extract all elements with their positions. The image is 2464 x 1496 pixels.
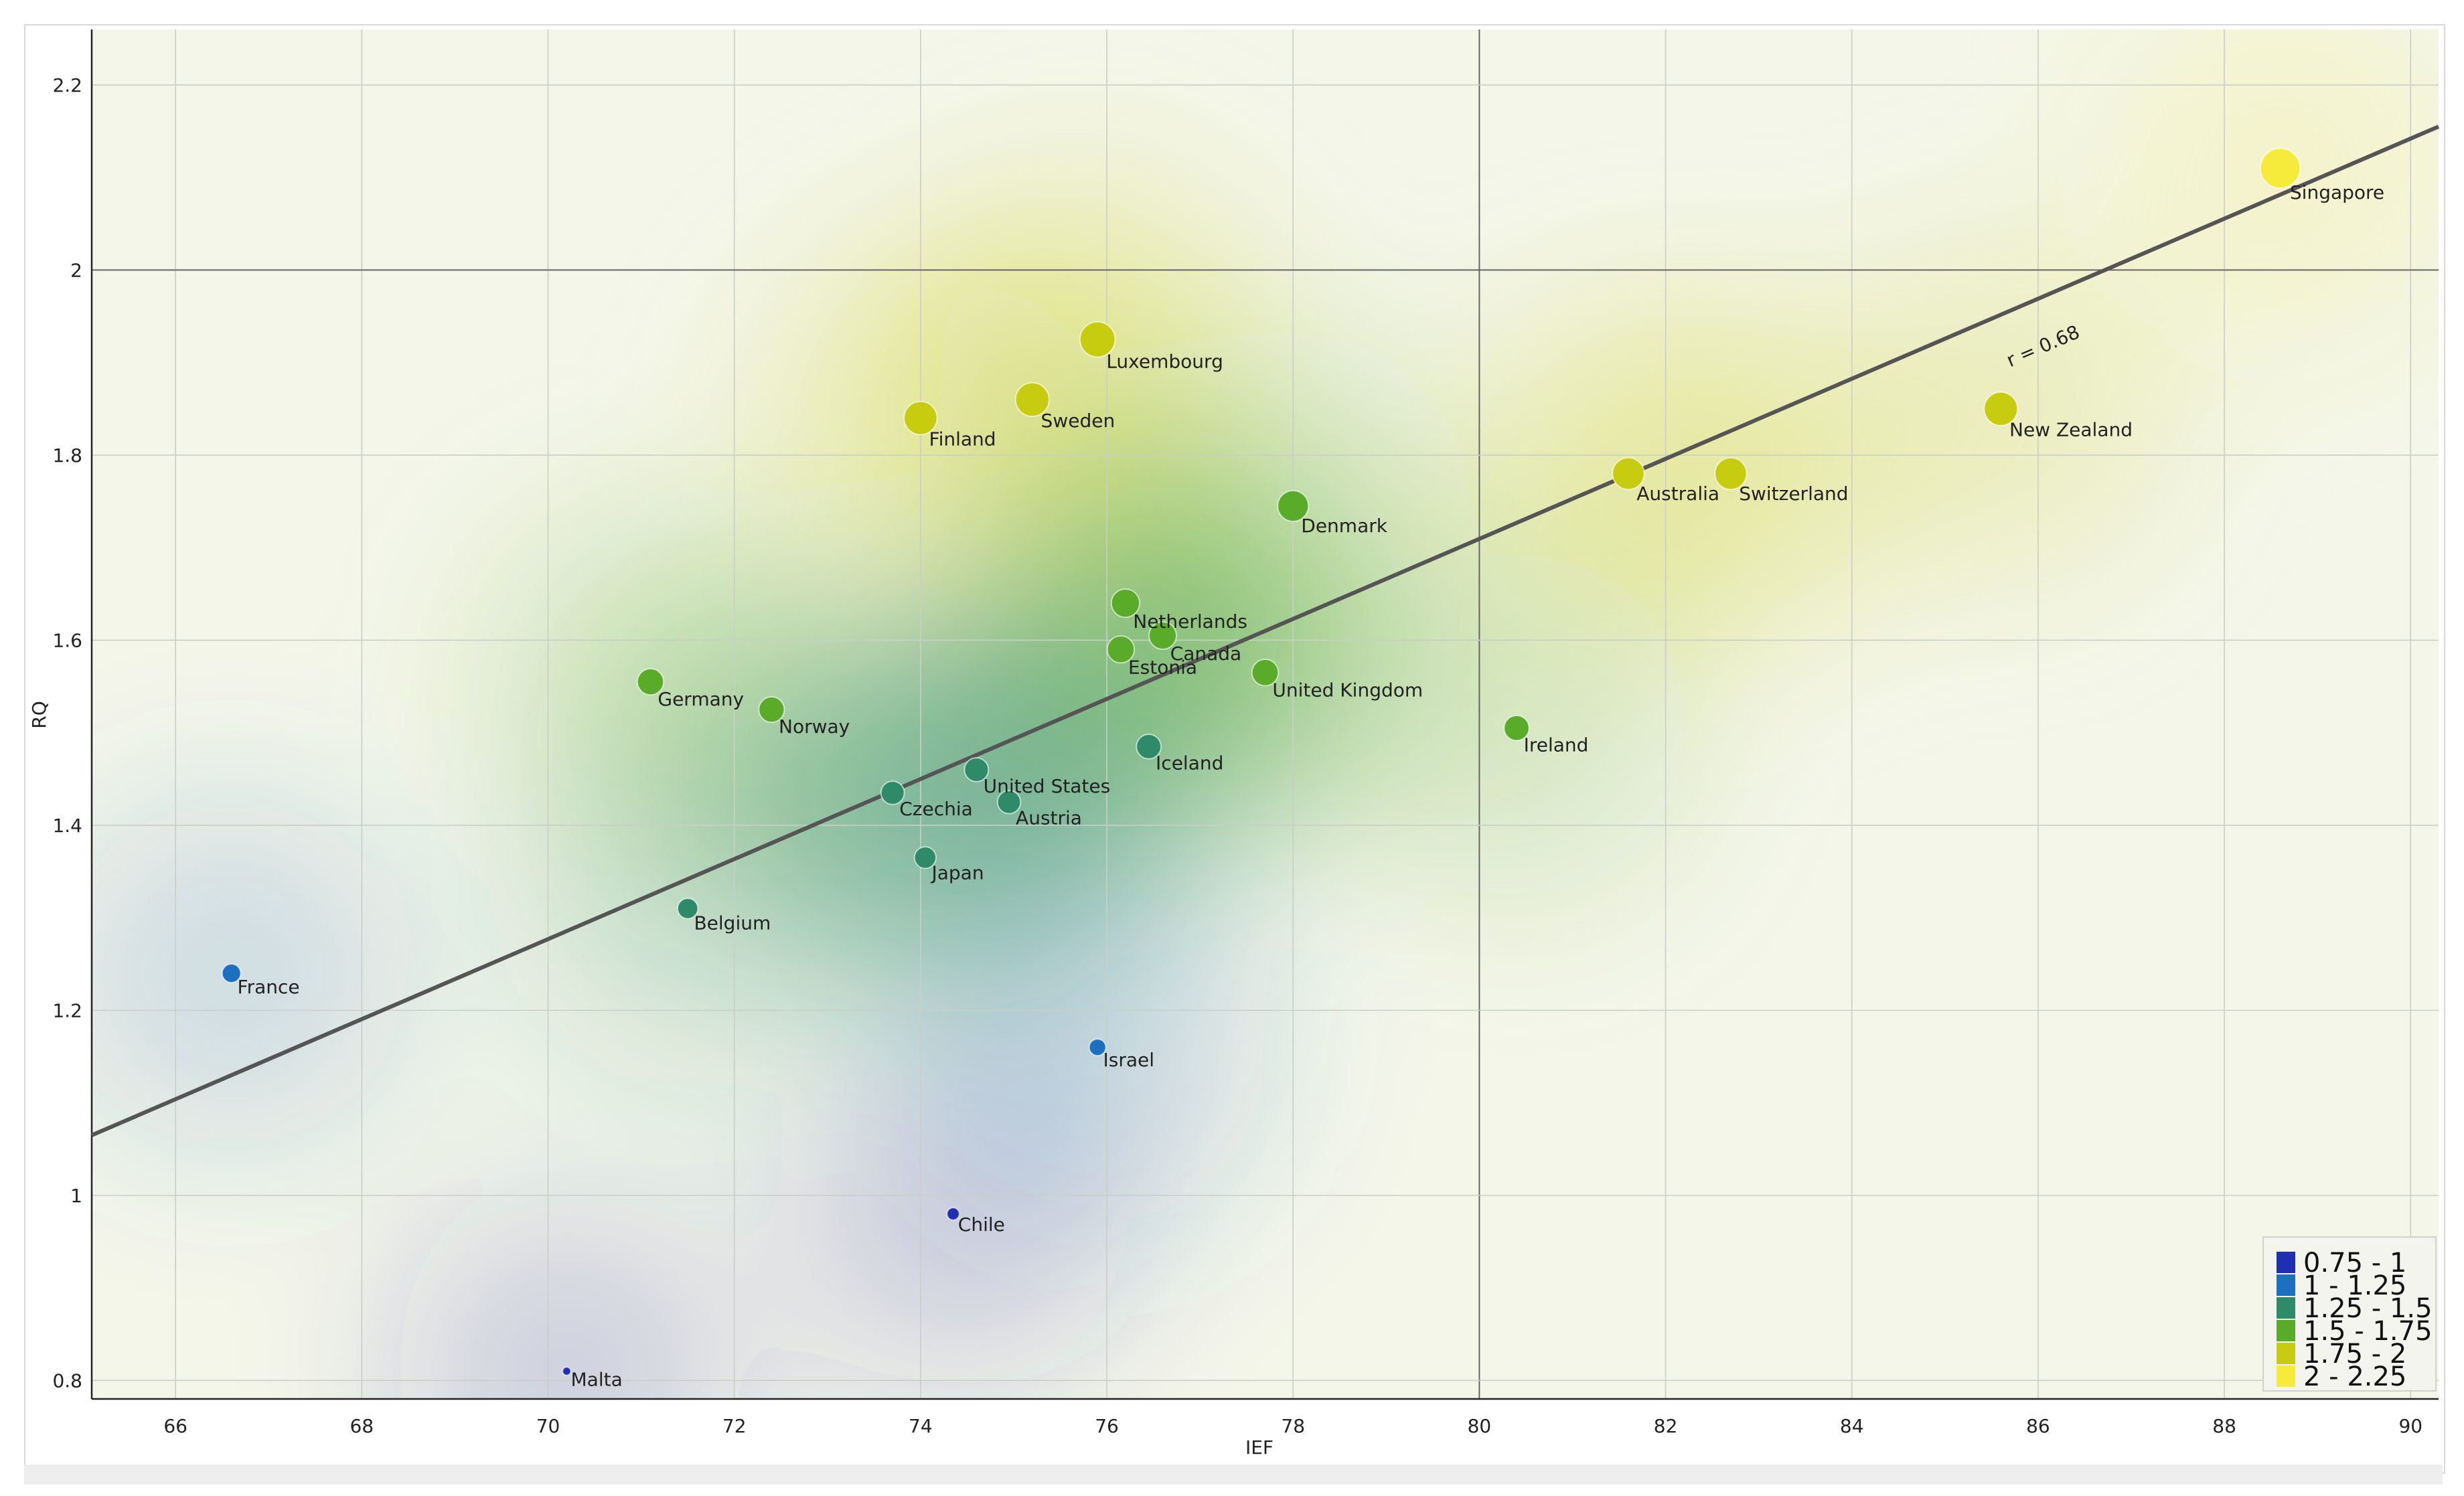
data-point[interactable] [1079, 321, 1116, 358]
legend-label: 1.5 - 1.75 [2303, 1316, 2433, 1347]
axes [90, 29, 2439, 1400]
point-label: Finland [929, 428, 996, 450]
x-tick-label: 86 [2026, 1415, 2050, 1437]
heat-blob [92, 799, 406, 1148]
y-tick-label: 1.8 [52, 444, 82, 467]
heat-blob [392, 1197, 741, 1399]
data-point[interactable] [1612, 456, 1645, 491]
x-tick-label: 88 [2212, 1415, 2236, 1437]
point-label: Estonia [1128, 656, 1197, 678]
x-tick-label: 66 [163, 1415, 187, 1437]
point-label: Chile [958, 1214, 1005, 1236]
x-tick-label: 74 [909, 1415, 933, 1437]
data-point[interactable] [1714, 456, 1748, 491]
data-point[interactable] [1251, 659, 1280, 687]
legend-swatch [2277, 1297, 2295, 1319]
regression-line [90, 124, 2440, 1137]
x-tick-label: 90 [2398, 1415, 2422, 1437]
data-point[interactable] [1148, 621, 1177, 650]
point-label: Netherlands [1133, 610, 1247, 633]
data-point[interactable] [1983, 391, 2019, 426]
x-tick-label: 68 [350, 1415, 374, 1437]
y-axis-title: RQ [28, 701, 50, 729]
point-label: Singapore [2290, 181, 2384, 203]
point-label: United States [984, 775, 1111, 797]
point-label: Ireland [1524, 734, 1589, 756]
legend-label: 1 - 1.25 [2303, 1270, 2406, 1301]
data-point[interactable] [562, 1366, 572, 1376]
data-point[interactable] [1110, 588, 1140, 618]
data-point[interactable] [880, 780, 905, 805]
point-label: Belgium [694, 912, 771, 934]
legend: 0.75 - 11 - 1.251.25 - 1.51.5 - 1.751.75… [2262, 1236, 2437, 1392]
tick-labels: 66 68 70 72 74 76 78 80 82 84 86 88 90 0.8 1 1.2 1.4 1.6 1… [52, 74, 2422, 1437]
point-label: Switzerland [1739, 483, 1848, 505]
y-tick-label: 2.2 [52, 74, 82, 96]
point-label: Germany [658, 688, 744, 710]
point-label: Japan [930, 861, 984, 884]
data-point[interactable] [913, 846, 937, 869]
data-point[interactable] [1136, 734, 1162, 760]
point-label: Malta [571, 1369, 623, 1391]
x-tick-label: 78 [1281, 1415, 1305, 1437]
point-label: Iceland [1156, 752, 1223, 774]
data-point[interactable] [1277, 489, 1310, 522]
gridlines [92, 29, 2439, 1399]
y-tick-label: 1 [70, 1185, 82, 1207]
point-label: Norway [779, 716, 850, 738]
legend-swatch [2277, 1343, 2295, 1364]
point-label: Canada [1170, 643, 1242, 665]
point-label: Sweden [1041, 410, 1115, 432]
y-tick-label: 1.2 [52, 999, 82, 1021]
data-point[interactable] [636, 668, 665, 696]
point-label: United Kingdom [1272, 679, 1423, 701]
data-point[interactable] [1014, 382, 1050, 418]
legend-label: 0.75 - 1 [2303, 1248, 2406, 1278]
data-point[interactable] [1503, 715, 1530, 742]
data-point[interactable] [2259, 147, 2301, 189]
x-tick-label: 70 [536, 1415, 560, 1437]
data-point[interactable] [996, 790, 1022, 815]
point-label: Luxembourg [1106, 350, 1223, 372]
y-tick-label: 2 [70, 259, 82, 281]
data-point[interactable] [758, 696, 785, 724]
legend-label: 2 - 2.25 [2303, 1361, 2406, 1392]
point-label: Czechia [899, 798, 973, 820]
point-labels: Singapore Luxembourg Sweden Finland New Zeal… [238, 181, 2385, 1391]
legend-swatch [2277, 1274, 2295, 1296]
data-point[interactable] [946, 1207, 960, 1221]
legend-label: 1.25 - 1.5 [2303, 1293, 2433, 1324]
x-axis-title: IEF [1245, 1436, 1274, 1459]
data-point[interactable] [676, 898, 699, 920]
data-points [221, 147, 2301, 1376]
y-tick-label: 0.8 [52, 1369, 82, 1392]
point-label: Australia [1636, 483, 1719, 505]
x-tick-label: 72 [722, 1415, 747, 1437]
point-label: Israel [1103, 1049, 1155, 1071]
y-tick-label: 1.4 [52, 815, 82, 837]
x-tick-label: 80 [1468, 1415, 1492, 1437]
legend-swatch [2277, 1252, 2295, 1273]
legend-label: 1.75 - 2 [2303, 1339, 2406, 1369]
legend-swatch [2277, 1320, 2295, 1341]
data-point[interactable] [964, 757, 990, 782]
point-label: Austria [1016, 807, 1082, 829]
x-tick-label: 82 [1654, 1415, 1678, 1437]
data-point[interactable] [1106, 635, 1136, 664]
data-point[interactable] [1088, 1038, 1107, 1057]
point-label: New Zealand [2009, 419, 2133, 441]
y-tick-label: 1.6 [52, 629, 82, 651]
point-label: France [238, 976, 300, 998]
legend-swatch [2277, 1365, 2295, 1387]
point-label: Denmark [1301, 515, 1387, 537]
bottom-scroll-strip [24, 1465, 2443, 1485]
data-point[interactable] [221, 963, 242, 984]
x-tick-label: 76 [1095, 1415, 1119, 1437]
x-tick-label: 84 [1840, 1415, 1864, 1437]
data-point[interactable] [903, 400, 938, 436]
